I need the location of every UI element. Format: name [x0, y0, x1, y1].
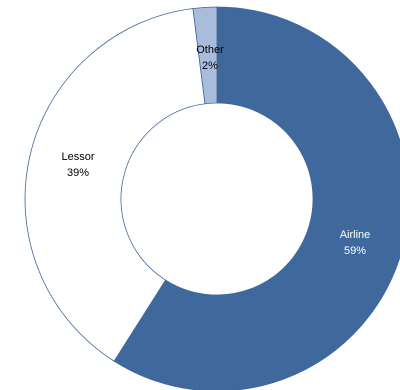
slice-labels: Airline 59% Lessor 39% Other 2%: [61, 44, 370, 257]
label-lessor-value: 39%: [67, 167, 89, 179]
label-airline-name: Airline: [340, 229, 371, 241]
donut-slices: [24, 6, 400, 390]
label-lessor-name: Lessor: [61, 151, 94, 163]
label-other-value: 2%: [202, 60, 218, 72]
slice-airline: [113, 6, 400, 390]
slice-lessor: [24, 8, 206, 362]
label-other-name: Other: [196, 44, 224, 56]
slice-other: [192, 6, 218, 105]
label-airline-value: 59%: [344, 245, 366, 257]
